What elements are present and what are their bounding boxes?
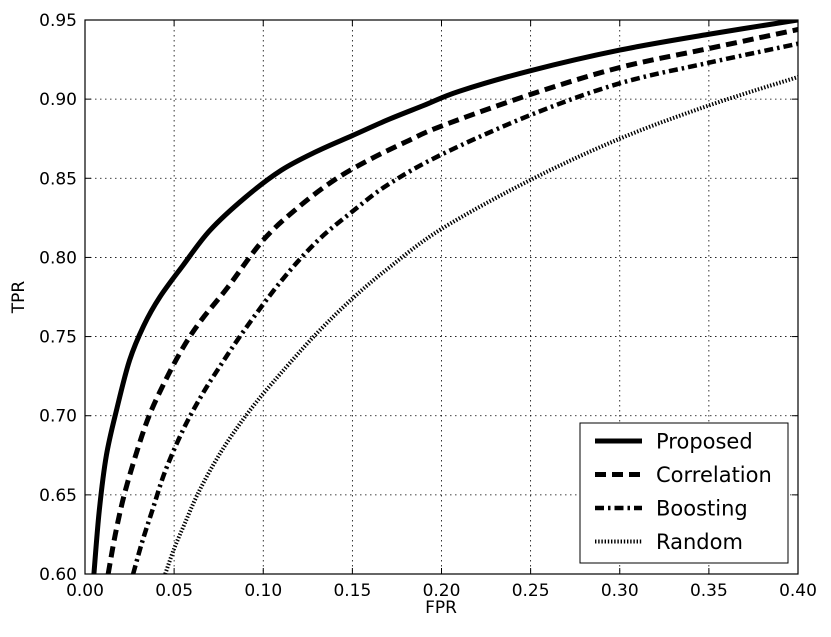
y-axis-label: TPR xyxy=(9,281,29,315)
legend-label-correlation: Correlation xyxy=(656,463,772,487)
x-tick-label: 0.00 xyxy=(66,581,104,601)
y-tick-label: 0.85 xyxy=(39,169,77,189)
legend-label-proposed: Proposed xyxy=(656,430,753,454)
y-tick-label: 0.80 xyxy=(39,248,77,268)
y-tick-label: 0.60 xyxy=(39,565,77,585)
legend: Proposed Correlation Boosting Random xyxy=(579,422,789,564)
x-axis-label: FPR xyxy=(425,598,457,618)
x-tick-label: 0.40 xyxy=(779,581,817,601)
y-tick-label: 0.75 xyxy=(39,328,77,348)
x-tick-label: 0.15 xyxy=(333,581,371,601)
y-tick-label: 0.70 xyxy=(39,407,77,427)
series-line-boosting xyxy=(130,41,798,574)
x-tick-label: 0.35 xyxy=(690,581,728,601)
legend-label-random: Random xyxy=(656,530,743,554)
x-tick-label: 0.30 xyxy=(601,581,639,601)
x-tick-label: 0.05 xyxy=(155,581,193,601)
ticks: 0.00 0.05 0.10 0.15 0.20 0.25 0.30 0.35 0.40 0.60… xyxy=(39,11,817,601)
x-tick-label: 0.10 xyxy=(244,581,282,601)
legend-entries: Proposed Correlation Boosting Random xyxy=(595,430,772,554)
y-tick-label: 0.90 xyxy=(39,90,77,110)
x-tick-label: 0.20 xyxy=(423,581,461,601)
series-line-proposed xyxy=(91,20,798,574)
x-tick-label: 0.25 xyxy=(512,581,550,601)
y-tick-label: 0.65 xyxy=(39,486,77,506)
series-line-correlation xyxy=(105,27,798,574)
series-line-random xyxy=(163,75,798,574)
series-lines xyxy=(91,20,798,574)
y-tick-label: 0.95 xyxy=(39,11,77,31)
legend-label-boosting: Boosting xyxy=(656,497,748,521)
